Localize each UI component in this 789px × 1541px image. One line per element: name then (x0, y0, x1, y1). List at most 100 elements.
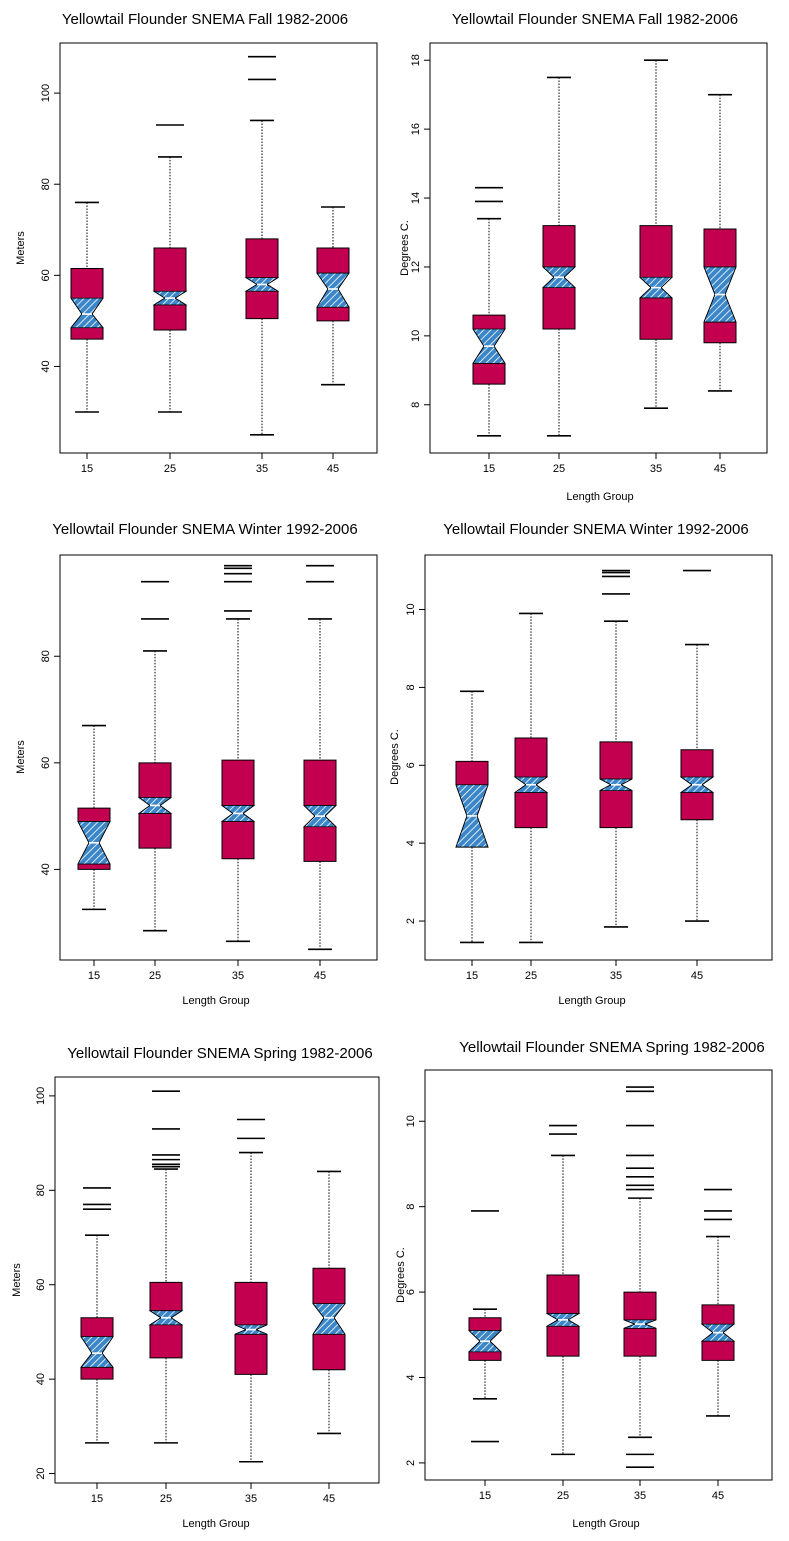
box-15 (472, 186, 506, 437)
y-tick-label: 80 (35, 1184, 47, 1196)
y-axis-label: Meters (11, 1263, 23, 1297)
box-15 (80, 1187, 114, 1444)
x-tick-label: 35 (245, 1493, 257, 1505)
plot-frame (429, 42, 768, 454)
plot-area: 40 60 80 100 15 25 35 45 (40, 55, 350, 475)
x-tick-label: 15 (88, 970, 100, 982)
box-45 (316, 206, 350, 386)
y-tick-label: 80 (40, 178, 52, 190)
panel-winter-depth: Yellowtail Flounder SNEMA Winter 1992-20… (15, 521, 378, 1007)
x-tick-label: 15 (483, 463, 495, 475)
box-25 (152, 124, 188, 413)
y-tick-label: 100 (35, 1087, 47, 1105)
y-tick-label: 10 (405, 603, 417, 615)
notch-region (316, 272, 350, 308)
y-tick-label: 16 (410, 123, 422, 135)
box-45 (700, 1188, 736, 1417)
y-tick-label: 40 (35, 1373, 47, 1385)
y-tick-label: 8 (405, 684, 417, 690)
y-tick-label: 20 (35, 1467, 47, 1479)
x-tick-label: 45 (691, 970, 703, 982)
notch-region (312, 1303, 346, 1335)
y-axis-label: Degrees C. (389, 729, 401, 785)
y-tick-label: 10 (410, 330, 422, 342)
y-axis-label: Degrees C. (399, 220, 411, 276)
chart-title: Yellowtail Flounder SNEMA Winter 1992-20… (443, 521, 748, 538)
x-tick-label: 25 (553, 463, 565, 475)
panel-spring-depth: Yellowtail Flounder SNEMA Spring 1982-20… (11, 1045, 380, 1530)
panel-winter-temperature: Yellowtail Flounder SNEMA Winter 1992-20… (389, 521, 773, 1007)
panel-spring-temperature: Yellowtail Flounder SNEMA Spring 1982-20… (395, 1039, 773, 1530)
chart-title: Yellowtail Flounder SNEMA Winter 1992-20… (52, 521, 357, 538)
y-axis-label: Meters (15, 740, 27, 774)
y-tick-label: 12 (410, 261, 422, 273)
box-15 (455, 690, 489, 944)
notch-region (80, 1336, 114, 1368)
box-25 (541, 76, 577, 437)
chart-title: Yellowtail Flounder SNEMA Fall 1982-2006 (452, 11, 738, 28)
x-tick-label: 15 (91, 1493, 103, 1505)
box-15 (468, 1210, 502, 1443)
x-tick-label: 35 (232, 970, 244, 982)
box-35 (623, 1086, 657, 1468)
y-tick-label: 2 (405, 918, 417, 924)
plot-frame (424, 1069, 773, 1481)
box-25 (545, 1124, 581, 1456)
y-tick-label: 60 (40, 757, 52, 769)
y-tick-label: 40 (40, 863, 52, 875)
x-tick-label: 35 (610, 970, 622, 982)
plot-frame (54, 1076, 380, 1484)
x-tick-label: 15 (479, 1490, 491, 1502)
y-tick-label: 100 (40, 84, 52, 102)
y-tick-label: 14 (410, 192, 422, 204)
x-tick-label: 45 (327, 463, 339, 475)
box-35 (638, 59, 674, 410)
x-tick-label: 25 (525, 970, 537, 982)
box-15 (77, 724, 111, 911)
box-45 (679, 569, 715, 922)
x-tick-label: 45 (323, 1493, 335, 1505)
x-tick-label: 25 (164, 463, 176, 475)
x-tick-label: 35 (634, 1490, 646, 1502)
box-35 (220, 564, 256, 943)
panel-fall-temperature: Yellowtail Flounder SNEMA Fall 1982-2006… (399, 11, 768, 503)
box-35 (599, 569, 633, 928)
x-tick-label: 45 (314, 970, 326, 982)
plot-frame (59, 554, 378, 961)
x-tick-label: 25 (149, 970, 161, 982)
y-tick-label: 40 (40, 360, 52, 372)
y-axis-label: Degrees C. (395, 1247, 407, 1303)
box-45 (312, 1170, 346, 1435)
x-axis-label: Length Group (182, 995, 249, 1007)
y-tick-label: 8 (405, 1204, 417, 1210)
y-tick-label: 6 (405, 762, 417, 768)
y-tick-label: 6 (405, 1289, 417, 1295)
box-35 (234, 1118, 268, 1463)
plot-frame (59, 42, 378, 454)
plot-frame (424, 554, 773, 961)
y-tick-label: 80 (40, 650, 52, 662)
box-25 (137, 580, 173, 932)
x-tick-label: 35 (650, 463, 662, 475)
y-tick-label: 10 (405, 1115, 417, 1127)
box-45 (703, 93, 737, 392)
x-tick-label: 25 (160, 1493, 172, 1505)
notch-region (70, 297, 104, 329)
x-tick-label: 45 (714, 463, 726, 475)
box-45 (303, 564, 337, 951)
box-35 (244, 55, 280, 436)
box-body (153, 247, 187, 331)
plot-area: 20 40 60 80 100 15 25 35 45 (35, 1087, 346, 1505)
box-15 (70, 201, 104, 413)
x-tick-label: 35 (256, 463, 268, 475)
y-tick-label: 4 (405, 840, 417, 846)
chart-title: Yellowtail Flounder SNEMA Spring 1982-20… (67, 1045, 372, 1062)
plot-area: 2 4 6 8 10 15 25 35 45 (405, 569, 715, 982)
chart-title: Yellowtail Flounder SNEMA Fall 1982-2006 (62, 11, 348, 28)
x-axis-label: Length Group (558, 995, 625, 1007)
box-25 (148, 1090, 184, 1444)
y-axis-label: Meters (15, 231, 27, 265)
plot-area: 40 60 80 15 25 35 45 (40, 564, 337, 982)
y-tick-label: 2 (405, 1460, 417, 1466)
